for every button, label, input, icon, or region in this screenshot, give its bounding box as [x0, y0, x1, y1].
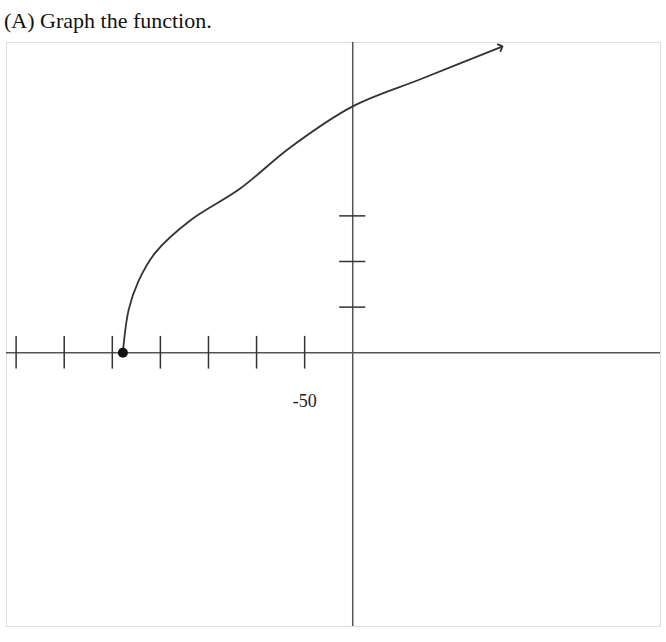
html-text:(A) Graph the function.: (A) Graph the function. [4, 8, 212, 33]
svg-text:-50: -50 [293, 391, 317, 411]
